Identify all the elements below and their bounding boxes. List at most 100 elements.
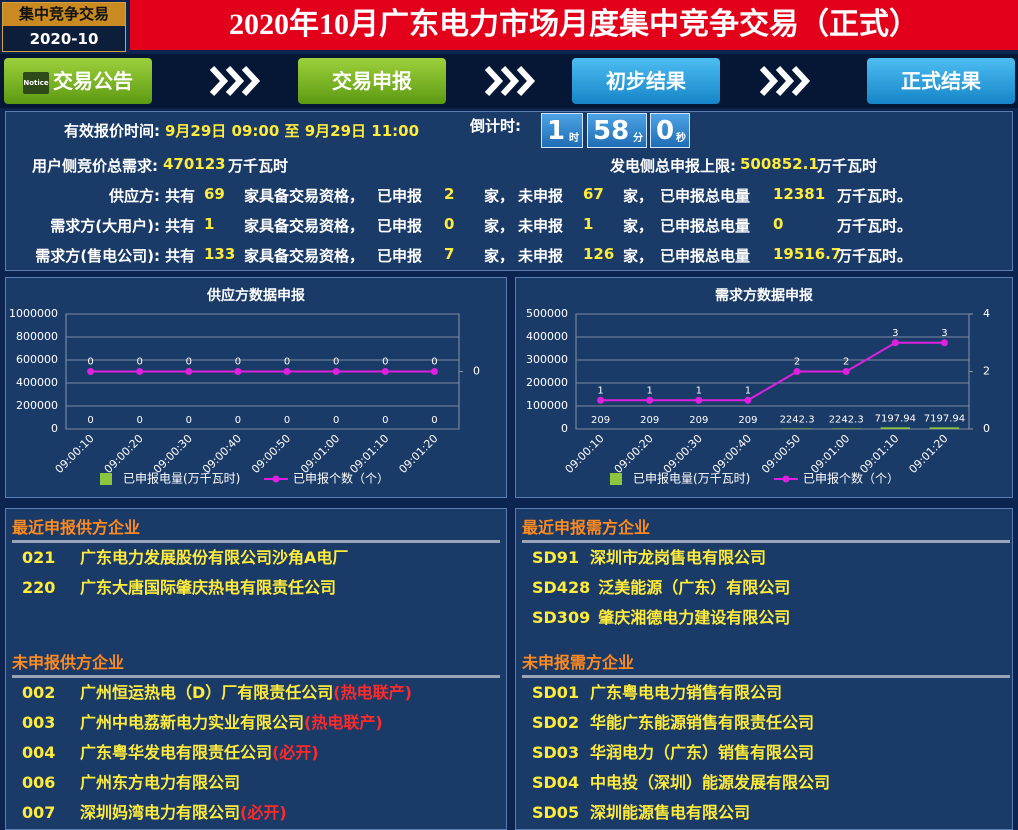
- data-label: 209: [640, 415, 659, 426]
- point: [381, 368, 389, 375]
- info-panel: [5, 111, 1013, 271]
- countdown-value: 1: [547, 116, 566, 146]
- data-label: 3: [892, 328, 898, 339]
- x-tick-label: 09:01:10: [347, 432, 391, 476]
- arrows: [209, 65, 811, 97]
- item-note: (热电联产): [333, 683, 412, 702]
- item-code: SD91: [532, 548, 580, 567]
- point: [793, 368, 801, 375]
- nav-label: 交易公告: [53, 69, 133, 93]
- nav-button[interactable]: 正式结果: [867, 58, 1015, 104]
- y-tick-label: 400000: [526, 330, 568, 343]
- legend-swatch: [610, 473, 622, 485]
- list-header: 未申报需方企业: [522, 651, 1010, 678]
- row-text: 家，: [623, 217, 654, 235]
- row-text: 共有: [165, 247, 196, 265]
- x-tick-label: 09:00:20: [102, 432, 146, 476]
- y-tick-label: 300000: [526, 353, 568, 366]
- line: [600, 341, 945, 402]
- row-text: 已申报: [377, 187, 423, 205]
- item-name: 广州中电荔新电力实业有限公司: [80, 713, 305, 732]
- item-note: (热电联产): [304, 713, 383, 732]
- chevron: [775, 65, 795, 97]
- list-section: 最近申报供方企业 021 广东电力发展股份有限公司沙角A电厂 220 广东大唐国际肇庆热…: [12, 516, 500, 603]
- row-value: 19516.7: [773, 245, 842, 263]
- y2-tick-label: 0: [983, 422, 990, 435]
- data-label: 0: [87, 415, 93, 426]
- point: [695, 396, 703, 404]
- item-code: 004: [22, 743, 56, 762]
- list-header: 最近申报需方企业: [522, 516, 1010, 543]
- chart-title: 供应方数据申报: [206, 287, 305, 304]
- point: [940, 339, 948, 347]
- row-text: 未申报: [518, 247, 564, 265]
- row-value: 1: [583, 215, 594, 233]
- legend-point: [782, 475, 790, 483]
- chevron: [225, 65, 245, 97]
- data-label: 0: [186, 415, 192, 426]
- row-value: 2: [444, 185, 455, 203]
- list-header: 未申报供方企业: [12, 651, 500, 678]
- list-item: SD309 肇庆湘德电力建设有限公司: [522, 603, 1010, 633]
- data-label: 7197.94: [875, 413, 916, 424]
- data-label: 0: [235, 415, 241, 426]
- nav-bar: Notice 交易公告 交易申报 初步结果 正式结果: [0, 54, 1018, 108]
- bar: [880, 427, 911, 429]
- item-name: 华润电力（广东）销售有限公司: [590, 743, 815, 762]
- y2-tick-label: 0: [473, 365, 480, 378]
- legend-label: 已申报电量(万千瓦时): [123, 471, 240, 486]
- data-label: 2242.3: [780, 414, 815, 425]
- x-tick-label: 09:01:00: [298, 432, 342, 476]
- data-label: 1: [597, 385, 603, 396]
- row-label: 需求方(大用户):: [50, 217, 160, 235]
- nav-button[interactable]: Notice 交易公告: [4, 58, 152, 104]
- chevron: [516, 65, 536, 97]
- chevron: [209, 65, 229, 97]
- point: [891, 339, 899, 347]
- x-tick-label: 09:00:30: [661, 432, 705, 476]
- row-value: 126: [583, 245, 615, 263]
- row-text: 家具备交易资格，: [244, 217, 365, 235]
- bar: [831, 428, 861, 429]
- y2-tick-label: 4: [983, 307, 990, 320]
- nav-label: 交易申报: [332, 69, 412, 93]
- list-item: SD02 华能广东能源销售有限责任公司: [522, 708, 1010, 738]
- row-text: 未申报: [518, 217, 564, 235]
- badge-bottom: 2020-10: [29, 30, 99, 48]
- page-title: 2020年10月广东电力市场月度集中竞争交易（正式）: [130, 0, 1018, 50]
- nav-button[interactable]: 初步结果: [572, 58, 720, 104]
- item-name: 广东大唐国际肇庆热电有限责任公司: [80, 578, 337, 597]
- nav-button[interactable]: 交易申报: [298, 58, 446, 104]
- legend-swatch: [100, 473, 112, 485]
- row-value: 1: [204, 215, 215, 233]
- data-label: 209: [591, 415, 610, 426]
- item-code: SD03: [532, 743, 580, 762]
- chart-panel: 供应方数据申报 0 200000 400000 600000 800000 1000000 0…: [5, 277, 507, 498]
- point: [234, 368, 242, 375]
- data-label: 0: [382, 415, 388, 426]
- item-name: 广东粤华发电有限责任公司: [80, 743, 273, 762]
- y-tick-label: 0: [51, 422, 58, 435]
- item-name: 中电投（深圳）能源发展有限公司: [590, 773, 831, 792]
- point: [430, 368, 438, 375]
- label: 发电侧总申报上限:: [610, 157, 736, 175]
- chevron: [241, 65, 261, 97]
- unit: 万千瓦时: [817, 157, 878, 175]
- countdown-box: 58 分: [587, 113, 647, 148]
- item-code: SD05: [532, 803, 580, 822]
- point: [842, 368, 850, 375]
- row-label: 供应方:: [109, 187, 160, 205]
- data-label: 0: [431, 415, 437, 426]
- y-tick-label: 200000: [16, 399, 58, 412]
- row-text: 家，: [484, 217, 515, 235]
- point: [136, 368, 144, 375]
- list-item: 220 广东大唐国际肇庆热电有限责任公司: [12, 573, 500, 603]
- item-name: 深圳市龙岗售电有限公司: [590, 548, 767, 567]
- data-label: 2: [843, 357, 849, 368]
- item-name: 肇庆湘德电力建设有限公司: [598, 608, 791, 627]
- data-label: 1: [696, 385, 702, 396]
- point: [185, 368, 193, 375]
- list-item: SD05 深圳能源售电有限公司: [522, 798, 1010, 828]
- x-tick-label: 09:01:20: [396, 432, 440, 476]
